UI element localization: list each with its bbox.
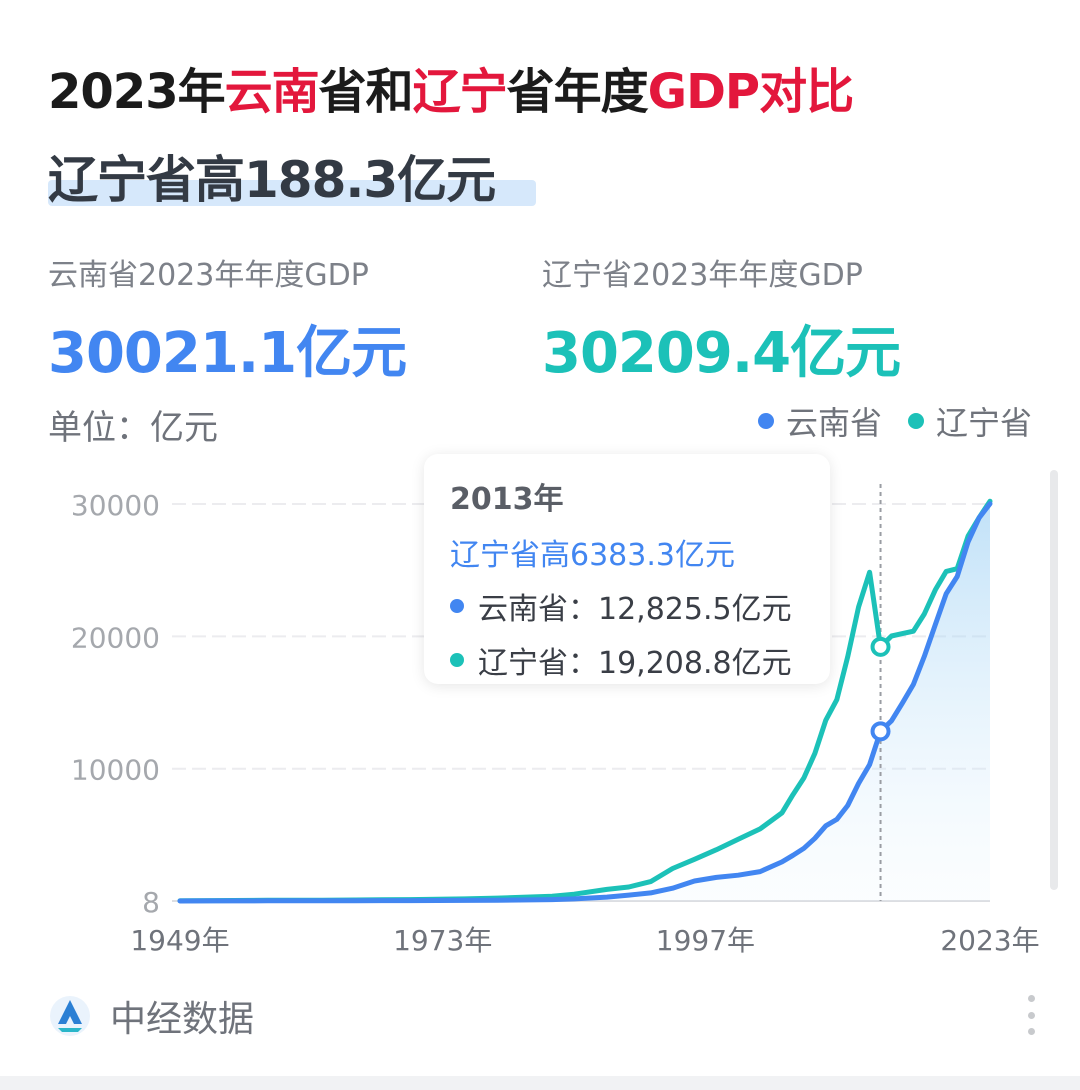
tooltip-dot-yunnan (450, 599, 464, 613)
chart-scrollbar[interactable] (1050, 470, 1058, 890)
title-part-yunnan: 云南 (224, 64, 320, 120)
footer: 中经数据 (48, 990, 254, 1042)
headline-block: 辽宁省高188.3亿元 (48, 140, 536, 212)
chart-legend: 云南省 辽宁省 (757, 398, 1032, 444)
stat-liaoning-value: 30209.4亿元 (542, 321, 901, 386)
headline-highlight (48, 180, 536, 206)
title-part-liaoning: 辽宁 (412, 64, 508, 120)
y-tick-label: 10000 (71, 754, 160, 787)
legend-label-liaoning: 辽宁省 (935, 404, 1032, 442)
stat-yunnan: 云南省2023年年度GDP 30021.1亿元 (48, 250, 407, 389)
tooltip-row-yunnan: 云南省： 12,825.5亿元 (450, 584, 804, 628)
y-tick-label: 20000 (71, 621, 160, 654)
stat-liaoning: 辽宁省2023年年度GDP 30209.4亿元 (542, 250, 901, 389)
chart-tooltip: 2013年 辽宁省高6383.3亿元 云南省： 12,825.5亿元 辽宁省： … (424, 454, 830, 684)
tooltip-value-liaoning: 19,208.8亿元 (598, 646, 792, 681)
legend-label-yunnan: 云南省 (785, 404, 882, 442)
legend-item-yunnan[interactable]: 云南省 (757, 398, 882, 444)
tooltip-dot-liaoning (450, 653, 464, 667)
tooltip-label-yunnan: 云南省： (478, 592, 598, 627)
zhongjing-logo-icon (50, 996, 90, 1036)
more-vertical-icon[interactable] (1024, 995, 1038, 1035)
title-part-and: 省和 (318, 64, 414, 120)
tooltip-year: 2013年 (450, 482, 564, 517)
legend-dot-yunnan (757, 413, 774, 429)
y-tick-label: 8 (142, 886, 160, 919)
x-tick-label: 1949年 (130, 924, 229, 957)
legend-dot-liaoning (907, 413, 924, 429)
stat-yunnan-label: 云南省2023年年度GDP (48, 258, 369, 293)
tooltip-diff: 辽宁省高6383.3亿元 (450, 538, 735, 573)
highlight-point-yunnan[interactable] (870, 721, 891, 742)
x-tick-label: 1973年 (393, 924, 492, 957)
tooltip-value-yunnan: 12,825.5亿元 (598, 592, 792, 627)
stat-liaoning-label: 辽宁省2023年年度GDP (542, 258, 863, 293)
source-label: 中经数据 (110, 999, 255, 1040)
stat-yunnan-value: 30021.1亿元 (48, 321, 407, 386)
x-tick-label: 1997年 (656, 924, 755, 957)
title-part-annual: 省年度 (506, 64, 649, 120)
headline-text: 辽宁省高188.3亿元 (48, 151, 496, 209)
highlight-point-liaoning[interactable] (870, 636, 891, 657)
y-tick-label: 30000 (71, 489, 160, 522)
series-line-yunnan (177, 501, 993, 904)
unit-label: 单位：亿元 (48, 408, 218, 448)
bottom-bar (0, 1076, 1080, 1090)
title-part-gdp: GDP对比 (647, 64, 854, 120)
chart-title: 2023年云南省和辽宁省年度GDP对比 (48, 52, 854, 122)
tooltip-row-liaoning: 辽宁省： 19,208.8亿元 (450, 638, 804, 682)
series-area-yunnan (180, 503, 990, 901)
x-tick-label: 2023年 (940, 924, 1039, 957)
legend-item-liaoning[interactable]: 辽宁省 (907, 398, 1032, 444)
tooltip-label-liaoning: 辽宁省： (478, 646, 598, 681)
title-part-year: 2023年 (48, 64, 226, 120)
gdp-line-chart[interactable]: 8 10000 20000 30000 1949年 1973年 1997年 2023年 (0, 440, 1080, 970)
